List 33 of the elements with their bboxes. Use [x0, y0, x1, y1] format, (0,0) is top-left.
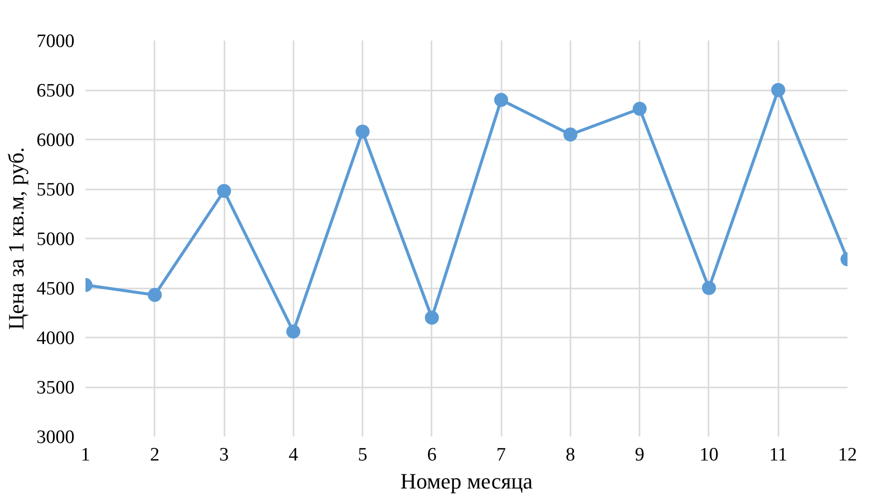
x-tick-label: 6 — [427, 444, 437, 466]
y-tick-label: 4000 — [36, 328, 74, 349]
point — [632, 102, 647, 116]
point — [217, 184, 232, 198]
x-tick-label: 2 — [150, 444, 160, 466]
y-tick-label: 3000 — [36, 427, 74, 448]
point — [424, 310, 439, 325]
x-tick-label: 7 — [496, 444, 506, 466]
x-tick-label: 3 — [219, 444, 229, 466]
x-tick-label: 8 — [566, 444, 576, 466]
point — [563, 128, 578, 142]
x-tick-label: 4 — [288, 444, 299, 466]
y-tick-label: 6500 — [36, 80, 74, 102]
x-tick-label: 12 — [838, 444, 857, 466]
point — [494, 92, 508, 107]
y-tick-label: 4500 — [36, 278, 74, 300]
point — [286, 324, 300, 339]
x-tick-label: 10 — [699, 444, 718, 466]
y-tick-label: 3500 — [36, 378, 74, 398]
y-tick-label: 5000 — [36, 229, 74, 250]
x-tick-label: 1 — [80, 444, 90, 466]
x-tick-label: 9 — [634, 444, 644, 466]
point — [356, 124, 370, 139]
y-axis-title: Цена за 1 кв.м, руб. — [4, 147, 28, 330]
point — [771, 83, 786, 97]
y-tick-label: 6000 — [36, 130, 74, 151]
point — [702, 281, 716, 295]
y-tick-label: 5500 — [36, 180, 74, 200]
x-tick-label: 5 — [358, 444, 368, 466]
y-tick-label: 7000 — [36, 31, 74, 52]
x-axis-title: Номер месяца — [400, 468, 533, 494]
x-tick-label: 11 — [769, 444, 788, 466]
point — [148, 288, 162, 302]
